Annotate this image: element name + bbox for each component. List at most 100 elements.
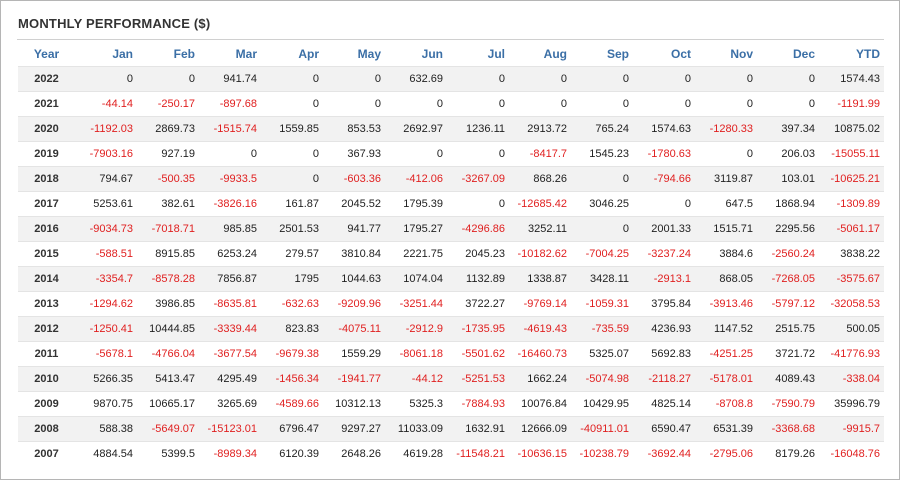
month-cell: 4295.49 bbox=[199, 366, 261, 392]
column-header-jun: Jun bbox=[421, 47, 443, 61]
column-header-ytd: YTD bbox=[856, 47, 880, 61]
month-cell: 1795.39 bbox=[385, 191, 447, 217]
month-cell: 5325.07 bbox=[571, 341, 633, 367]
month-cell: -3354.7 bbox=[75, 266, 137, 292]
month-cell: 10665.17 bbox=[137, 391, 199, 417]
month-cell: -4296.86 bbox=[447, 216, 509, 242]
table-row: 2007 4884.54 5399.5 -8989.34 6120.39 2648.26 4… bbox=[18, 441, 884, 467]
ytd-cell: -1309.89 bbox=[819, 191, 884, 217]
month-cell: 1559.85 bbox=[261, 116, 323, 142]
column-header-feb: Feb bbox=[173, 47, 195, 61]
month-cell: 8179.26 bbox=[757, 441, 819, 467]
month-cell: 0 bbox=[385, 91, 447, 117]
month-cell: 4884.54 bbox=[75, 441, 137, 467]
month-cell: -8578.28 bbox=[137, 266, 199, 292]
month-cell: 1868.94 bbox=[757, 191, 819, 217]
month-cell: 0 bbox=[323, 91, 385, 117]
month-cell: 1545.23 bbox=[571, 141, 633, 167]
month-cell: 11033.09 bbox=[385, 416, 447, 442]
month-cell: 868.26 bbox=[509, 166, 571, 192]
month-cell: 3721.72 bbox=[757, 341, 819, 367]
month-cell: 1574.63 bbox=[633, 116, 695, 142]
month-cell: 5266.35 bbox=[75, 366, 137, 392]
ytd-cell: -1191.99 bbox=[819, 91, 884, 117]
month-cell: -412.06 bbox=[385, 166, 447, 192]
month-cell: 632.69 bbox=[385, 66, 447, 92]
table-row: 2020 -1192.03 2869.73 -1515.74 1559.85 853.53… bbox=[18, 116, 884, 142]
month-cell: -5178.01 bbox=[695, 366, 757, 392]
column-header-apr: Apr bbox=[298, 47, 319, 61]
month-cell: -1192.03 bbox=[75, 116, 137, 142]
month-cell: 2001.33 bbox=[633, 216, 695, 242]
column-header-sep: Sep bbox=[606, 47, 629, 61]
month-cell: 823.83 bbox=[261, 316, 323, 342]
month-cell: -1456.34 bbox=[261, 366, 323, 392]
month-cell: 0 bbox=[261, 66, 323, 92]
month-cell: -5649.07 bbox=[137, 416, 199, 442]
month-cell: -3368.68 bbox=[757, 416, 819, 442]
month-cell: -9679.38 bbox=[261, 341, 323, 367]
month-cell: -44.12 bbox=[385, 366, 447, 392]
month-cell: 0 bbox=[757, 91, 819, 117]
ytd-cell: -3575.67 bbox=[819, 266, 884, 292]
month-cell: -10636.15 bbox=[509, 441, 571, 467]
month-cell: -4589.66 bbox=[261, 391, 323, 417]
month-cell: 3722.27 bbox=[447, 291, 509, 317]
month-cell: 5399.5 bbox=[137, 441, 199, 467]
month-cell: -7018.71 bbox=[137, 216, 199, 242]
monthly-performance-table: Year Jan Feb Mar Apr May Jun Jul Aug Sep… bbox=[18, 42, 884, 467]
month-cell: -3251.44 bbox=[385, 291, 447, 317]
month-cell: -5678.1 bbox=[75, 341, 137, 367]
table-row: 2016 -9034.73 -7018.71 985.85 2501.53 941.77 1… bbox=[18, 216, 884, 242]
month-cell: -10182.62 bbox=[509, 241, 571, 267]
column-header-jul: Jul bbox=[487, 47, 505, 61]
month-cell: 941.74 bbox=[199, 66, 261, 92]
table-row: 2019 -7903.16 927.19 0 0 367.93 0 0 -8417.7 1545.… bbox=[18, 141, 884, 167]
ytd-cell: 3838.22 bbox=[819, 241, 884, 267]
ytd-cell: -10625.21 bbox=[819, 166, 884, 192]
month-cell: -2913.1 bbox=[633, 266, 695, 292]
month-cell: 0 bbox=[633, 91, 695, 117]
month-cell: -7590.79 bbox=[757, 391, 819, 417]
month-cell: -3267.09 bbox=[447, 166, 509, 192]
month-cell: -8061.18 bbox=[385, 341, 447, 367]
month-cell: 3884.6 bbox=[695, 241, 757, 267]
month-cell: -9209.96 bbox=[323, 291, 385, 317]
month-cell: 1632.91 bbox=[447, 416, 509, 442]
month-cell: -1280.33 bbox=[695, 116, 757, 142]
month-cell: -4075.11 bbox=[323, 316, 385, 342]
month-cell: 2692.97 bbox=[385, 116, 447, 142]
month-cell: 8915.85 bbox=[137, 241, 199, 267]
month-cell: 0 bbox=[633, 66, 695, 92]
year-cell: 2017 bbox=[18, 191, 75, 217]
table-row: 2021 -44.14 -250.17 -897.68 0 0 0 0 0 0 0 0 0 -1191.9… bbox=[18, 91, 884, 117]
year-cell: 2020 bbox=[18, 116, 75, 142]
month-cell: 1236.11 bbox=[447, 116, 509, 142]
year-cell: 2009 bbox=[18, 391, 75, 417]
month-cell: 0 bbox=[571, 166, 633, 192]
month-cell: -15123.01 bbox=[199, 416, 261, 442]
month-cell: -632.63 bbox=[261, 291, 323, 317]
ytd-cell: 1574.43 bbox=[819, 66, 884, 92]
month-cell: 4236.93 bbox=[633, 316, 695, 342]
table-row: 2011 -5678.1 -4766.04 -3677.54 -9679.38 1559.… bbox=[18, 341, 884, 367]
month-cell: 0 bbox=[261, 91, 323, 117]
month-cell: 6253.24 bbox=[199, 241, 261, 267]
table-body: 2022 0 0 941.74 0 0 632.69 0 0 0 0 0 0 1574.43 2021 -44… bbox=[18, 66, 884, 467]
month-cell: -11548.21 bbox=[447, 441, 509, 467]
month-cell: 6531.39 bbox=[695, 416, 757, 442]
month-cell: 0 bbox=[571, 216, 633, 242]
month-cell: 0 bbox=[633, 191, 695, 217]
month-cell: -5251.53 bbox=[447, 366, 509, 392]
month-cell: 4825.14 bbox=[633, 391, 695, 417]
month-cell: 367.93 bbox=[323, 141, 385, 167]
year-cell: 2012 bbox=[18, 316, 75, 342]
month-cell: 3986.85 bbox=[137, 291, 199, 317]
month-cell: 5692.83 bbox=[633, 341, 695, 367]
month-cell: 1147.52 bbox=[695, 316, 757, 342]
table-row: 2013 -1294.62 3986.85 -8635.81 -632.63 -9209.… bbox=[18, 291, 884, 317]
month-cell: -1515.74 bbox=[199, 116, 261, 142]
table-row: 2022 0 0 941.74 0 0 632.69 0 0 0 0 0 0 1574.43 bbox=[18, 66, 884, 92]
column-header-year: Year bbox=[33, 47, 60, 61]
month-cell: -16460.73 bbox=[509, 341, 571, 367]
